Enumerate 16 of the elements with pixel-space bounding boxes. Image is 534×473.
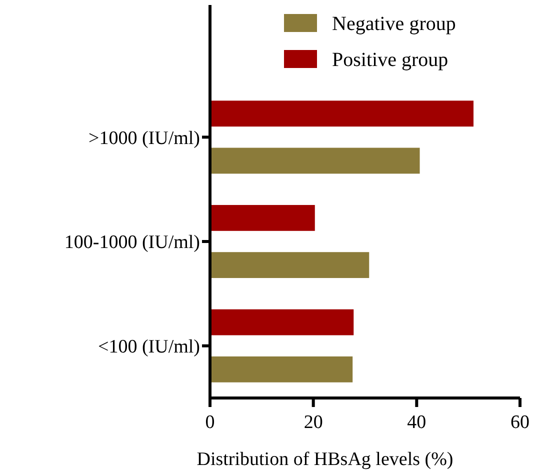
bar — [210, 148, 420, 174]
x-tick-label: 0 — [205, 412, 215, 433]
x-axis-title: Distribution of HBsAg levels (%) — [196, 449, 454, 470]
y-tick-label: <100 (IU/ml) — [98, 336, 200, 358]
x-tick-label: 40 — [407, 412, 426, 433]
legend-label: Negative group — [332, 13, 456, 35]
y-tick-label: >1000 (IU/ml) — [88, 128, 200, 149]
bar — [210, 252, 370, 278]
x-tick-label: 60 — [510, 412, 530, 433]
bar — [210, 356, 353, 382]
legend-label: Positive group — [332, 49, 448, 71]
bar — [210, 309, 354, 336]
y-tick-label: 100-1000 (IU/ml) — [64, 232, 200, 254]
x-tick-label: 20 — [304, 412, 323, 433]
bar — [210, 100, 474, 127]
bar — [210, 204, 315, 231]
